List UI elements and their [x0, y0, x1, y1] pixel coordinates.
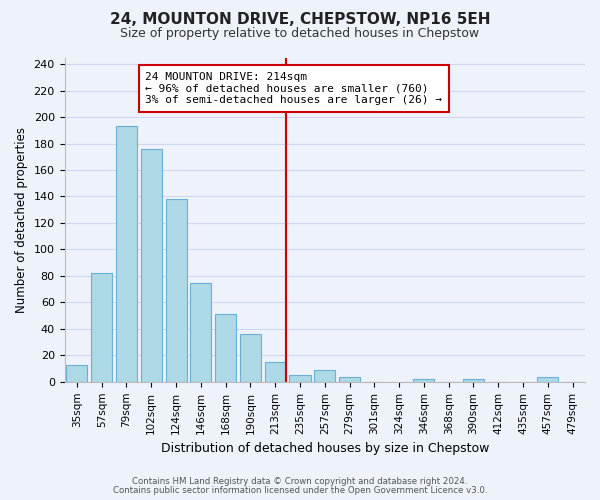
Text: Contains HM Land Registry data © Crown copyright and database right 2024.: Contains HM Land Registry data © Crown c…	[132, 477, 468, 486]
Bar	[116, 126, 137, 382]
Bar	[91, 274, 112, 382]
Bar	[314, 370, 335, 382]
Bar	[413, 379, 434, 382]
Bar	[537, 376, 559, 382]
Text: 24 MOUNTON DRIVE: 214sqm
← 96% of detached houses are smaller (760)
3% of semi-d: 24 MOUNTON DRIVE: 214sqm ← 96% of detach…	[145, 72, 442, 106]
Bar	[339, 376, 360, 382]
Text: Size of property relative to detached houses in Chepstow: Size of property relative to detached ho…	[121, 28, 479, 40]
Bar	[190, 282, 211, 382]
Text: 24, MOUNTON DRIVE, CHEPSTOW, NP16 5EH: 24, MOUNTON DRIVE, CHEPSTOW, NP16 5EH	[110, 12, 490, 28]
Bar	[67, 364, 88, 382]
X-axis label: Distribution of detached houses by size in Chepstow: Distribution of detached houses by size …	[161, 442, 489, 455]
Bar	[215, 314, 236, 382]
Text: Contains public sector information licensed under the Open Government Licence v3: Contains public sector information licen…	[113, 486, 487, 495]
Bar	[166, 199, 187, 382]
Bar	[289, 375, 311, 382]
Bar	[141, 149, 162, 382]
Bar	[265, 362, 286, 382]
Y-axis label: Number of detached properties: Number of detached properties	[15, 126, 28, 312]
Bar	[463, 379, 484, 382]
Bar	[240, 334, 261, 382]
